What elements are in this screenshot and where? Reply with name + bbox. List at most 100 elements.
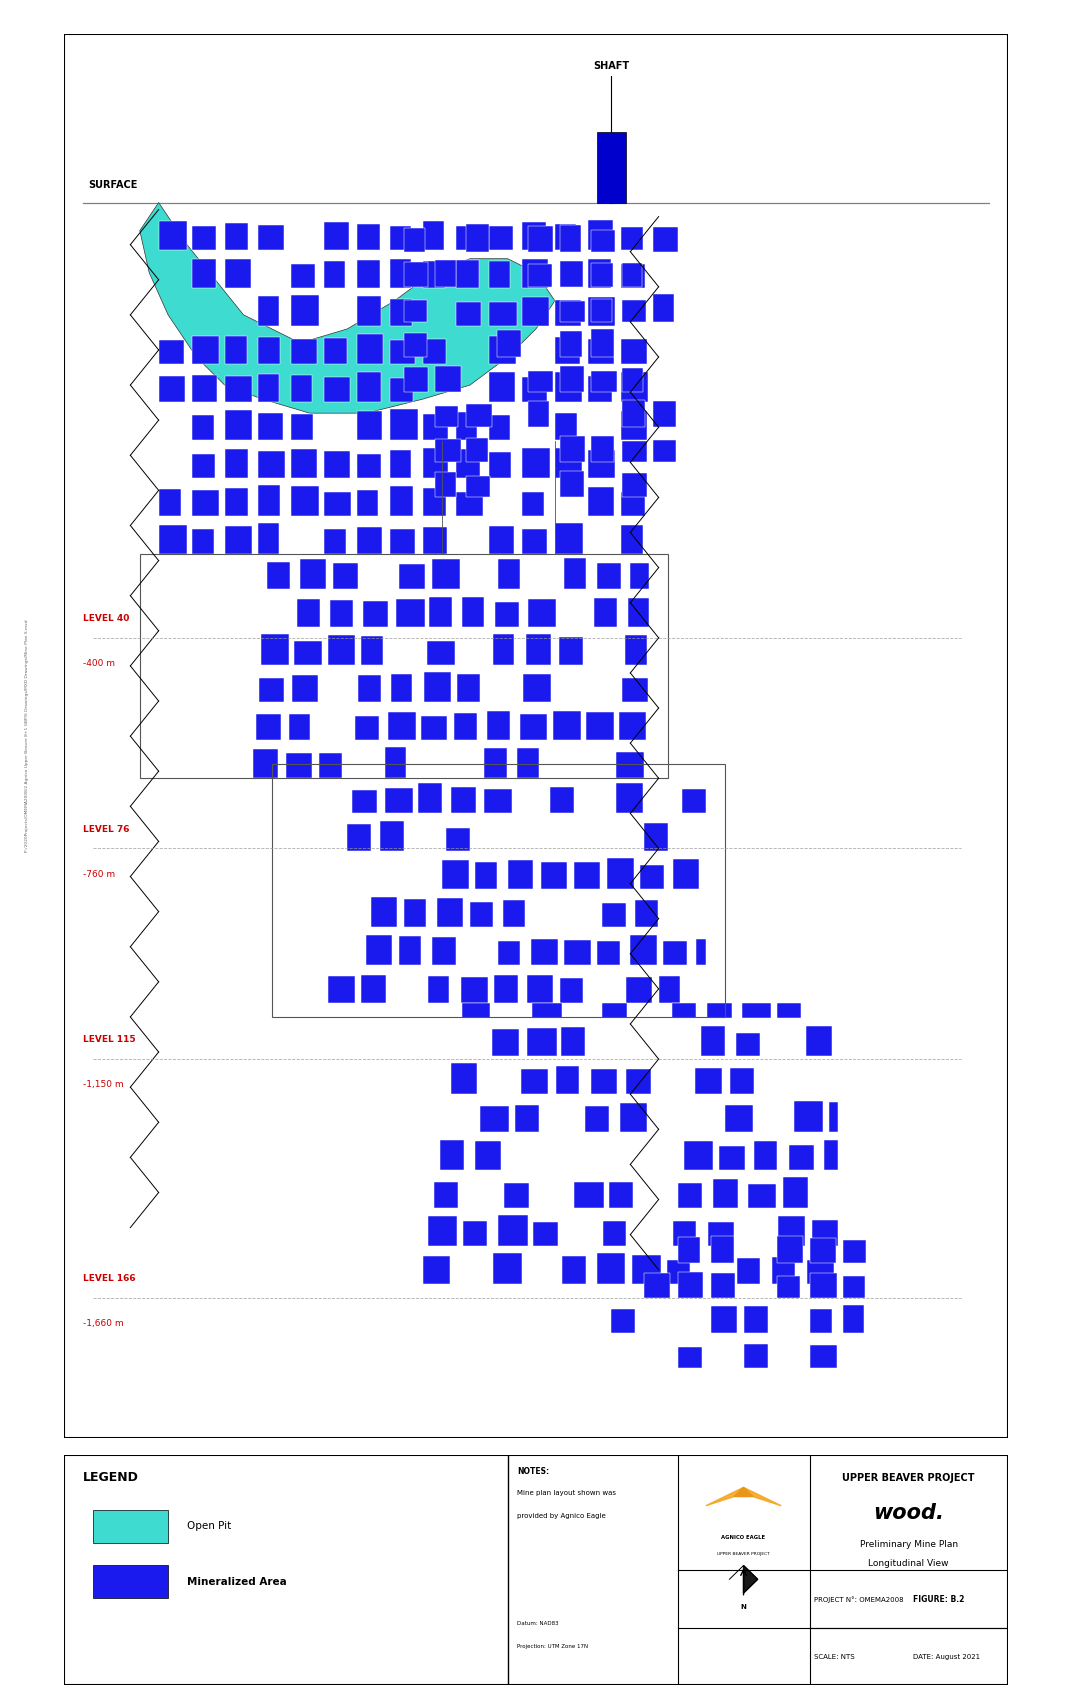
Bar [516,1105,539,1132]
Bar [725,1105,753,1132]
Bar [777,1215,804,1246]
Bar [324,339,346,364]
Bar [611,1309,635,1333]
Text: SCALE: NTS: SCALE: NTS [815,1654,854,1661]
Bar [587,296,615,327]
Bar [587,339,614,364]
Text: Datum: NAD83: Datum: NAD83 [517,1620,559,1625]
Bar [517,749,539,778]
Bar [708,1222,734,1246]
Bar [225,526,252,553]
Bar [357,528,382,553]
Bar [385,788,413,814]
Polygon shape [744,1566,758,1593]
Bar [357,334,383,364]
Bar [192,490,220,516]
Bar [528,400,549,427]
Bar [440,1140,464,1169]
Bar [489,301,517,327]
Bar [632,1256,661,1283]
Bar [532,1002,562,1018]
Bar [597,563,621,589]
Bar [626,977,652,1002]
Bar [435,439,461,463]
Bar [462,597,483,626]
Bar [367,934,392,965]
Text: -1,660 m: -1,660 m [84,1319,123,1328]
Bar [560,979,583,1002]
Bar [621,339,646,364]
Bar [324,492,352,516]
Bar [809,1345,837,1368]
Bar [830,1101,838,1132]
Bar [357,412,382,439]
Bar [528,599,556,626]
Bar [258,677,284,703]
Bar [159,488,181,516]
Bar [324,451,351,478]
Bar [525,633,551,664]
Bar [466,403,492,427]
Bar [620,1103,646,1132]
Bar [626,1069,651,1094]
Bar [381,820,404,851]
Bar [489,453,510,478]
Bar [498,1215,528,1246]
Bar [291,264,314,288]
Bar [748,1185,776,1208]
Bar [485,747,507,778]
Polygon shape [744,1488,781,1506]
Bar [678,1455,809,1569]
Bar [257,523,279,553]
Bar [679,1183,701,1208]
Bar [602,902,626,928]
Bar [843,1241,866,1263]
Bar [324,378,349,402]
Bar [585,1106,609,1132]
Bar [533,1222,557,1246]
Bar [422,448,448,478]
Bar [673,860,699,888]
Bar [457,674,480,703]
Bar [225,376,252,402]
Bar [253,749,278,778]
Bar [390,674,413,703]
Text: LEVEL 40: LEVEL 40 [84,614,130,623]
Bar [453,713,477,740]
Bar [470,902,493,928]
Bar [390,259,412,288]
Bar [435,471,457,497]
Bar [385,747,406,778]
Bar [446,827,470,851]
Bar [673,1222,696,1246]
Text: SURFACE: SURFACE [88,180,137,191]
Bar [330,601,353,626]
Bar [653,226,678,252]
Bar [609,1183,634,1208]
Bar [653,402,676,427]
Bar [784,1178,807,1208]
Bar [522,492,545,516]
Bar [597,1253,625,1283]
Bar [736,1258,760,1283]
Bar [390,298,413,327]
Bar [711,1305,738,1333]
Bar [432,558,460,589]
Bar [522,376,547,402]
Bar [622,368,643,391]
Bar [493,635,515,664]
Bar [619,711,646,740]
Bar [404,332,427,357]
Bar [564,940,591,965]
Bar [390,378,414,402]
Bar [418,783,443,814]
Bar [399,563,425,589]
Bar [564,558,586,589]
Bar [437,899,463,928]
Text: LEVEL 166: LEVEL 166 [84,1273,136,1283]
Bar [653,294,674,322]
Bar [456,412,477,439]
Bar [422,260,445,288]
Bar [257,451,285,478]
Bar [493,1253,522,1283]
